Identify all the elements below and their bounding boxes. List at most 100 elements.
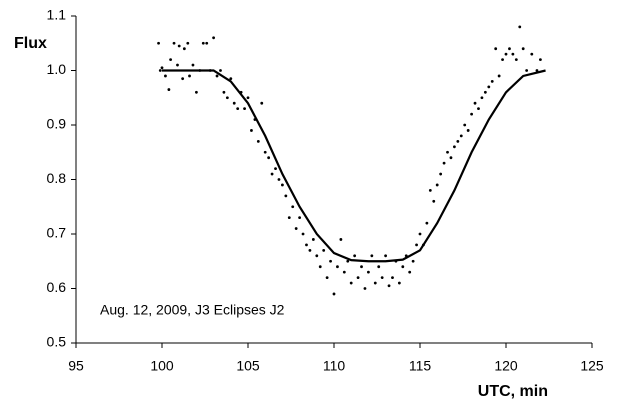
data-point [425, 221, 429, 225]
data-point [521, 47, 525, 51]
x-tick-label: 100 [150, 358, 174, 374]
data-point [318, 265, 322, 269]
data-point [188, 74, 191, 78]
x-axis-label: UTC, min [478, 383, 548, 400]
data-point [497, 74, 501, 78]
data-point [311, 238, 315, 241]
data-point [411, 259, 415, 263]
data-point [370, 254, 374, 258]
data-point [157, 41, 160, 45]
data-point [287, 216, 291, 220]
data-point [384, 254, 387, 258]
data-point [473, 101, 477, 105]
data-point [232, 101, 236, 105]
data-point [401, 265, 405, 269]
data-point [236, 107, 240, 111]
data-point [387, 284, 391, 288]
data-point [325, 276, 329, 279]
data-point [291, 205, 295, 209]
data-point [294, 227, 298, 230]
y-tick-label: 0.6 [47, 279, 67, 295]
data-point [504, 52, 508, 56]
data-point [305, 243, 308, 247]
data-point [363, 287, 367, 290]
data-point [442, 161, 446, 165]
data-point [446, 150, 449, 154]
data-point [360, 265, 363, 269]
data-point [449, 156, 453, 160]
data-point [222, 90, 226, 94]
data-point [391, 276, 394, 279]
data-point [176, 63, 179, 67]
data-point [487, 85, 491, 89]
data-point [459, 134, 463, 138]
data-point [483, 90, 487, 94]
data-point [256, 139, 260, 143]
y-tick-label: 0.5 [47, 334, 67, 350]
data-point [377, 265, 381, 269]
data-point [212, 36, 216, 40]
data-point [246, 96, 250, 100]
data-point [172, 41, 176, 45]
data-point [229, 77, 233, 81]
data-point [530, 52, 534, 56]
data-point [353, 254, 357, 258]
data-point [514, 58, 518, 61]
x-tick-label: 125 [580, 358, 604, 374]
data-point [463, 123, 467, 127]
data-point [160, 66, 164, 70]
data-point [432, 199, 436, 203]
data-point [439, 172, 443, 176]
data-point [215, 74, 219, 78]
data-point [158, 69, 162, 72]
data-point [428, 189, 432, 192]
data-point [518, 25, 522, 29]
data-point [284, 194, 288, 198]
data-point [186, 41, 190, 45]
data-point [356, 276, 360, 279]
y-tick-label: 0.9 [47, 116, 67, 132]
data-point [339, 238, 343, 241]
data-point [342, 270, 346, 274]
data-point [525, 69, 529, 72]
data-point [494, 47, 498, 51]
data-point [270, 172, 274, 176]
data-point [336, 265, 339, 269]
data-point [490, 80, 494, 83]
data-point [243, 107, 246, 111]
annotation: Aug. 12, 2009, J3 Eclipses J2 [100, 302, 285, 318]
model-curve [162, 69, 546, 263]
data-point [329, 259, 332, 263]
data-point [225, 96, 229, 100]
data-point [219, 69, 222, 72]
data-point [415, 243, 418, 247]
data-point [177, 44, 181, 48]
data-point [332, 292, 336, 296]
data-point [260, 101, 264, 105]
data-point [380, 276, 384, 279]
data-point [182, 47, 186, 51]
data-point [301, 232, 305, 236]
data-point [315, 254, 319, 258]
data-point [263, 150, 267, 154]
data-point [169, 58, 173, 61]
data-point [205, 41, 209, 45]
data-point [480, 96, 484, 100]
data-point [167, 88, 171, 91]
data-point [250, 129, 253, 132]
x-tick-label: 120 [494, 358, 518, 374]
data-point [201, 41, 205, 45]
data-point [322, 248, 326, 252]
data-point [164, 74, 167, 78]
data-point [477, 107, 480, 111]
data-point [418, 232, 422, 236]
y-tick-label: 1.0 [47, 61, 67, 77]
data-point [539, 58, 542, 61]
y-tick-label: 0.7 [47, 225, 67, 241]
data-point [408, 270, 412, 274]
data-point [367, 270, 370, 274]
y-axis-label: Flux [14, 35, 47, 52]
data-point [456, 139, 460, 143]
y-tick-label: 0.8 [47, 170, 67, 186]
